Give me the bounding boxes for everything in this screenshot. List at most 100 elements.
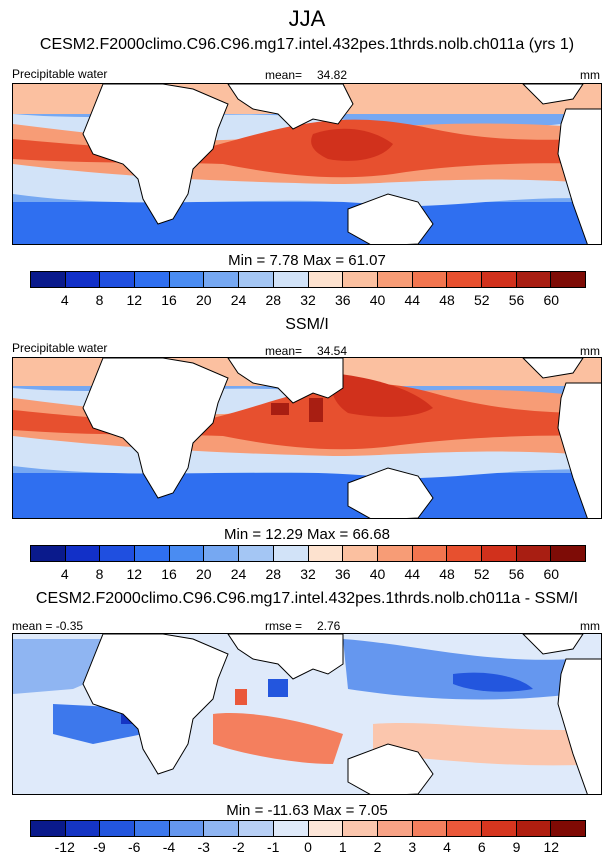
panel1-units: mm	[580, 68, 600, 82]
colorbar-swatch	[273, 272, 309, 287]
panel2-colorbar-ticks: 4 8 12 16 20 24 28 32 36 40 44 48 52 56 60	[30, 566, 586, 582]
colorbar-tick-label: 24	[230, 566, 247, 582]
colorbar-tick-label: 1	[338, 839, 347, 855]
panel2-min-label: Min =	[224, 526, 262, 543]
colorbar-tick-label: 40	[369, 292, 386, 308]
panel2-variable-label: Precipitable water	[12, 341, 108, 355]
panel1-continent-africa	[82, 84, 229, 225]
colorbar-swatch	[308, 821, 344, 836]
colorbar-swatch	[481, 272, 517, 287]
colorbar-swatch	[31, 272, 66, 287]
colorbar-swatch	[481, 546, 517, 561]
colorbar-swatch	[65, 272, 101, 287]
colorbar-tick-label: 20	[195, 292, 212, 308]
panel3-continent-americas	[522, 634, 584, 655]
colorbar-swatch	[135, 272, 170, 287]
colorbar-swatch	[412, 272, 448, 287]
panel3-colorbar-ticks: -12 -9 -6 -4 -3 -2 -1 0 1 2 3 4 6 9 12	[30, 839, 586, 855]
colorbar-tick-label: 48	[439, 292, 455, 308]
colorbar-tick-label: -4	[162, 839, 176, 855]
colorbar-swatch	[343, 272, 378, 287]
panel3-minmax: Min = -11.63 Max = 7.05	[0, 802, 614, 819]
colorbar-swatch	[343, 821, 378, 836]
colorbar-tick-label: -1	[267, 839, 280, 855]
panel3-continent-asia	[227, 634, 344, 680]
colorbar-swatch	[135, 821, 170, 836]
panel1-variable-label: Precipitable water	[12, 67, 108, 81]
colorbar-tick-label: 4	[60, 566, 69, 582]
colorbar-swatch	[100, 821, 136, 836]
colorbar-tick-label: 60	[543, 292, 560, 308]
panel3-rmse-label: rmse =	[265, 619, 303, 633]
panel3-continent-africa	[82, 634, 229, 775]
panel1-map	[12, 83, 602, 245]
panel2-max-label: Max =	[307, 526, 349, 543]
colorbar-tick-label: 2	[373, 839, 382, 855]
colorbar-swatch	[204, 546, 240, 561]
colorbar-tick-label: 44	[404, 566, 421, 582]
panel2-field-south-china-sea	[309, 398, 323, 422]
colorbar-swatch	[516, 546, 552, 561]
panel3-field-indian-ocean-positive	[213, 713, 343, 764]
colorbar-swatch	[169, 272, 205, 287]
colorbar-swatch	[239, 821, 274, 836]
colorbar-tick-label: 32	[300, 566, 316, 582]
colorbar-tick-label: -3	[197, 839, 210, 855]
colorbar-swatch	[239, 546, 274, 561]
panel1-title: CESM2.F2000climo.C96.C96.mg17.intel.432p…	[39, 36, 575, 53]
colorbar-tick-label: -2	[232, 839, 245, 855]
panel1-continent-asia	[227, 84, 354, 130]
panel2-map	[12, 357, 602, 519]
panel3-map	[12, 633, 602, 795]
page-title: JJA	[288, 6, 326, 31]
panel3-max-value: 7.05	[358, 802, 388, 819]
panel2-units: mm	[580, 344, 600, 358]
colorbar-swatch	[481, 821, 517, 836]
colorbar-tick-label: -12	[54, 839, 75, 855]
panel3-mean-label: mean = -0.35	[12, 619, 84, 633]
colorbar-swatch	[551, 821, 585, 836]
panel1-field-maximum	[311, 128, 393, 161]
panel3-field-arabian-positive	[235, 689, 247, 705]
panel1-continent-americas	[522, 84, 584, 105]
colorbar-tick-label: 60	[543, 566, 560, 582]
colorbar-swatch	[308, 272, 344, 287]
colorbar-swatch	[65, 821, 101, 836]
panel2-title: SSM/I	[285, 316, 329, 333]
colorbar-swatch	[31, 546, 66, 561]
colorbar-swatch	[377, 272, 413, 287]
panel1-colorbar	[30, 271, 586, 288]
colorbar-swatch	[204, 821, 240, 836]
colorbar-swatch	[31, 821, 66, 836]
panel2-continent-australia	[347, 467, 434, 518]
colorbar-swatch	[377, 546, 413, 561]
panel3-min-value: -11.63	[267, 802, 309, 819]
colorbar-swatch	[447, 821, 482, 836]
panel2-field-bay-of-bengal	[271, 403, 289, 415]
colorbar-tick-label: 28	[265, 292, 282, 308]
panel1-max-label: Max =	[302, 252, 345, 269]
panel1-continent-south-america	[557, 108, 601, 244]
colorbar-tick-label: 16	[161, 566, 177, 582]
colorbar-tick-label: 48	[439, 566, 455, 582]
panel3-max-label: Max =	[313, 802, 355, 819]
panel3-field-pacific-min	[453, 672, 533, 692]
panel1-mean-label: mean=	[265, 68, 303, 82]
colorbar-tick-label: 28	[265, 566, 282, 582]
colorbar-tick-label: 16	[161, 292, 177, 308]
colorbar-swatch	[169, 546, 205, 561]
colorbar-tick-label: 3	[408, 839, 417, 855]
colorbar-tick-label: 52	[473, 292, 490, 308]
colorbar-swatch	[204, 272, 240, 287]
colorbar-swatch	[308, 546, 344, 561]
colorbar-swatch	[100, 546, 136, 561]
colorbar-swatch	[239, 272, 274, 287]
colorbar-swatch	[377, 821, 413, 836]
panel2-field-maximum	[331, 373, 433, 417]
colorbar-swatch	[412, 546, 448, 561]
colorbar-swatch	[273, 546, 309, 561]
panel3-rmse-value: 2.76	[317, 619, 341, 633]
panel3-title: CESM2.F2000climo.C96.C96.mg17.intel.432p…	[35, 590, 579, 607]
panel1-min-label: Min =	[228, 252, 266, 269]
colorbar-swatch	[412, 821, 448, 836]
